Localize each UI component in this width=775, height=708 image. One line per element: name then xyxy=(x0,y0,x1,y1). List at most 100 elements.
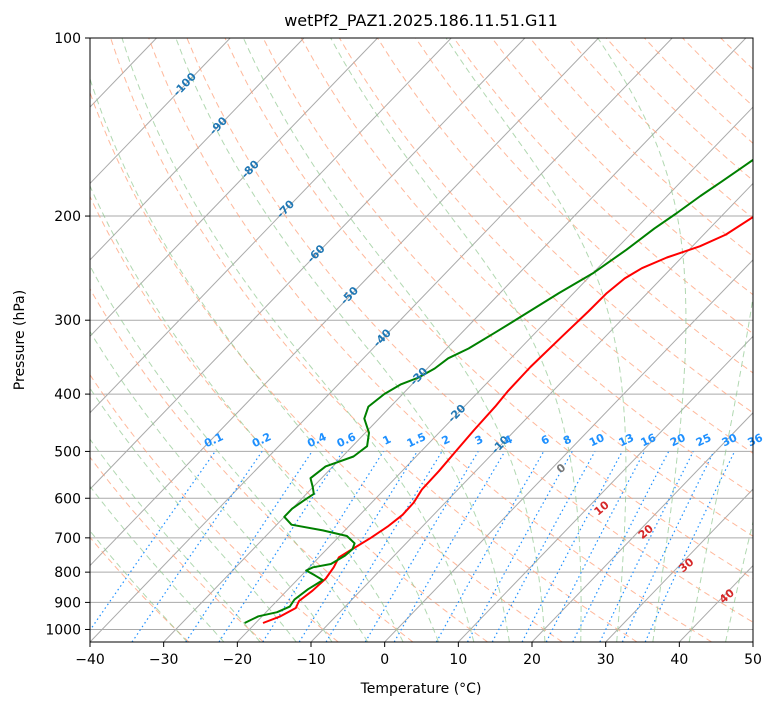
isotherm-line xyxy=(90,38,231,185)
dry-adiabat xyxy=(90,456,264,642)
dry-adiabat xyxy=(415,38,753,374)
isotherm-line xyxy=(457,335,753,642)
dry-adiabat xyxy=(529,38,753,257)
mixing-ratio-line xyxy=(185,451,313,642)
mixing-ratio-label: 0.4 xyxy=(305,430,328,450)
dry-adiabat xyxy=(720,38,753,70)
moist-adiabat xyxy=(90,530,188,642)
y-axis-label: Pressure (hPa) xyxy=(12,290,28,390)
mixing-ratio-label: 0.6 xyxy=(335,430,358,450)
dry-adiabat xyxy=(491,38,753,296)
mixing-ratio-label: 0.2 xyxy=(250,430,273,450)
x-tick-label: 0 xyxy=(380,652,389,668)
mixing-ratio-line xyxy=(545,451,645,642)
moist-adiabat xyxy=(330,38,582,642)
y-tick-label: 1000 xyxy=(45,622,81,638)
moist-adiabat xyxy=(90,387,297,642)
mixing-ratio-label: 0.1 xyxy=(202,430,225,450)
x-tick-label: 10 xyxy=(449,652,467,668)
mixing-ratio-label: 10 xyxy=(587,431,607,449)
mixing-ratio-label: 20 xyxy=(668,431,688,449)
isotherm-line xyxy=(90,38,526,490)
mixing-ratio-label: 8 xyxy=(561,433,573,448)
isotherm-line xyxy=(0,38,9,642)
isotherm-line xyxy=(90,38,305,261)
mixing-ratio-line xyxy=(572,451,670,642)
moist-adiabat xyxy=(90,438,261,642)
moist-adiabat xyxy=(175,38,510,642)
moist-adiabat xyxy=(121,38,475,642)
mixing-ratio-label: 30 xyxy=(720,431,740,449)
dry-adiabat xyxy=(90,91,563,642)
dry-adiabat xyxy=(148,38,712,642)
mixing-ratio-line xyxy=(466,451,573,642)
dry-adiabat xyxy=(262,38,753,537)
mixing-ratio-line xyxy=(599,451,694,642)
mixing-ratio-line xyxy=(491,451,596,642)
x-tick-label: −30 xyxy=(149,652,179,668)
x-tick-label: −10 xyxy=(296,652,326,668)
temperature-profile xyxy=(262,215,753,624)
dry-adiabat xyxy=(90,373,339,642)
mixing-ratio-label: 3 xyxy=(473,433,485,448)
x-tick-label: 40 xyxy=(670,652,688,668)
moist-adiabat xyxy=(597,38,687,642)
moist-adiabat xyxy=(90,184,404,642)
y-tick-label: 900 xyxy=(54,595,81,611)
y-tick-label: 400 xyxy=(54,387,81,403)
moist-adiabat xyxy=(242,38,546,642)
dry-adiabat xyxy=(644,38,753,144)
y-tick-label: 100 xyxy=(54,31,81,47)
mixing-ratio-line xyxy=(218,451,344,642)
isotherm-line xyxy=(605,488,753,642)
isotherm-line xyxy=(90,38,378,338)
dry-adiabat xyxy=(110,38,638,642)
mixing-ratio-line xyxy=(435,451,545,642)
y-tick-label: 200 xyxy=(54,209,81,225)
x-axis-label: Temperature (°C) xyxy=(360,681,482,697)
plot-background-lines xyxy=(0,38,775,642)
mixing-ratio-line xyxy=(644,451,736,642)
y-tick-label: 300 xyxy=(54,313,81,329)
isotherm-line xyxy=(90,38,599,567)
mixing-ratio-line xyxy=(325,451,443,642)
dewpoint-profile xyxy=(244,158,753,624)
isotherm-line xyxy=(236,106,753,642)
moist-adiabat-label: 40 xyxy=(717,586,737,606)
y-tick-label: 800 xyxy=(54,565,81,581)
x-tick-label: −40 xyxy=(75,652,105,668)
chart-title: wetPf2_PAZ1.2025.186.11.51.G11 xyxy=(284,11,558,31)
dry-adiabat xyxy=(759,38,775,642)
isotherm-line xyxy=(752,641,753,642)
isotherm-line xyxy=(90,38,673,642)
mixing-ratio-line xyxy=(621,451,715,642)
mixing-ratio-line xyxy=(298,451,418,642)
y-tick-label: 500 xyxy=(54,444,81,460)
y-tick-label: 600 xyxy=(54,491,81,507)
dry-adiabat xyxy=(186,38,753,623)
mixing-ratio-line xyxy=(393,451,506,642)
data-layer xyxy=(244,158,753,624)
isopleth-labels: -100-90-80-70-60-50-40-30-20-100.1 0.2 0.4… xyxy=(171,70,766,606)
moist-adiabat xyxy=(90,77,439,642)
x-tick-label: 50 xyxy=(744,652,762,668)
moist-adiabat xyxy=(445,38,627,642)
mixing-ratio-label: 36 xyxy=(746,431,766,449)
moist-adiabat xyxy=(90,330,333,642)
moist-adiabat-label: 0 xyxy=(554,461,568,476)
isotherm-line xyxy=(163,38,747,642)
y-tick-label: 700 xyxy=(54,531,81,547)
isotherm-line xyxy=(384,259,753,642)
axes: −40 −30 −20 −10 0 10 20 30 40 5010020030040050060… xyxy=(45,31,762,668)
x-tick-label: 30 xyxy=(597,652,615,668)
moist-adiabat-label: 20 xyxy=(636,522,656,542)
isotherm-line xyxy=(90,38,452,414)
dry-adiabat xyxy=(682,38,753,107)
moist-adiabat xyxy=(90,485,225,642)
mixing-ratio-label: 1 xyxy=(381,433,393,448)
mixing-ratio-label: 16 xyxy=(639,431,659,449)
mixing-ratio-label: 25 xyxy=(694,431,713,449)
mixing-ratio-line xyxy=(131,451,263,642)
mixing-ratio-label: 6 xyxy=(539,433,552,448)
